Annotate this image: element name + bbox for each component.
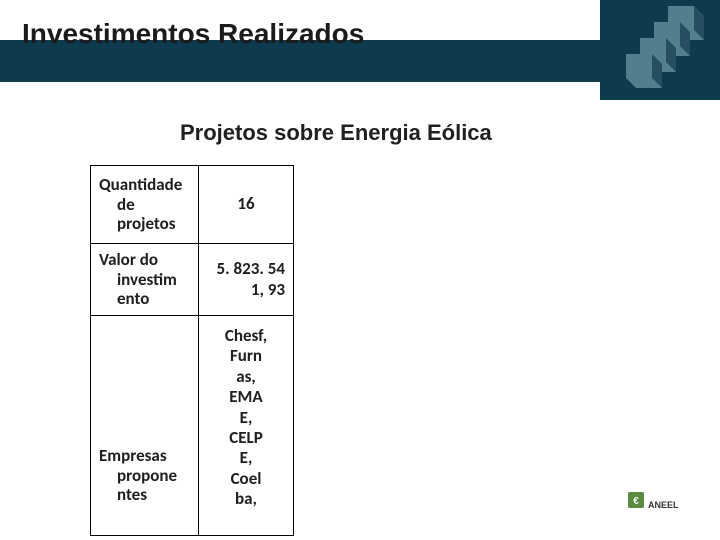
label-line2: investim [99, 270, 190, 290]
row-value: 16 [199, 166, 294, 244]
label-line3: projetos [99, 214, 190, 234]
row-label: Valor do investim ento [91, 244, 199, 316]
row-label: Empresas propone ntes [91, 316, 199, 536]
value-line: E, [240, 447, 253, 468]
table-row: Empresas propone ntes Chesf, Furn as, EM… [91, 316, 294, 536]
value-line: Coel [231, 468, 262, 489]
label-line1: Quantidade [99, 174, 182, 195]
header-corner-graphic [600, 0, 720, 100]
row-value: Chesf, Furn as, EMA E, CELP E, Coel ba, [199, 316, 294, 536]
row-value: 5. 823. 54 1, 93 [199, 244, 294, 316]
value-line2: 1, 93 [251, 279, 285, 300]
svg-text:ANEEL: ANEEL [648, 500, 679, 510]
label-line1: Valor do [99, 249, 158, 270]
currency-stack-icon [600, 0, 720, 100]
slide-title: Investimentos Realizados [22, 18, 364, 50]
value-line: Chesf, [225, 325, 267, 346]
label-line2: propone [99, 466, 190, 486]
label-line3: ento [99, 289, 190, 309]
table-row: Quantidade de projetos 16 [91, 166, 294, 244]
svg-text:€: € [633, 496, 639, 507]
label-line2: de [99, 195, 190, 215]
value-line1: 5. 823. 54 [217, 258, 285, 279]
aneel-logo: € ANEEL [628, 490, 692, 518]
row-label: Quantidade de projetos [91, 166, 199, 244]
projects-table: Quantidade de projetos 16 Valor do inves… [90, 165, 294, 536]
value-line: Furn [230, 345, 262, 366]
value-line: CELP [229, 427, 263, 448]
value-line: E, [240, 407, 253, 428]
value-line: ba, [235, 488, 257, 509]
label-line3: ntes [99, 485, 190, 505]
label-line1: Empresas [99, 445, 167, 466]
slide-subtitle: Projetos sobre Energia Eólica [180, 120, 492, 146]
table-row: Valor do investim ento 5. 823. 54 1, 93 [91, 244, 294, 316]
value-line: as, [236, 366, 256, 387]
value-line: EMA [229, 386, 262, 407]
